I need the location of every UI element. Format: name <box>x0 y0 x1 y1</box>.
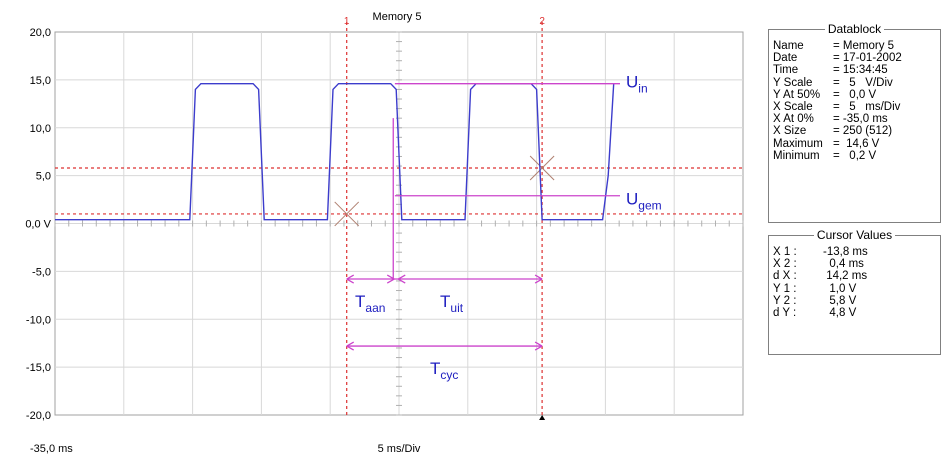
datablock-value: = 250 (512) <box>833 125 893 138</box>
y-tick-label: 15,0 <box>30 75 51 87</box>
x-scale-label: 5 ms/Div <box>378 443 421 455</box>
datablock-row: X Scale = 5 ms/Div <box>773 101 938 113</box>
datablock-row: Maximum = 14,6 V <box>773 138 938 150</box>
datablock-row: Y Scale = 5 V/Div <box>773 77 938 89</box>
datablock-value: = 15:34:45 <box>833 64 888 77</box>
t-uit-arrowhead <box>397 274 406 284</box>
cursor-marker <box>539 415 546 420</box>
datablock-key: Y At 50% <box>773 88 821 101</box>
cursor-label: 2 <box>539 16 545 27</box>
cursor-value-value: 0,4 ms <box>823 258 864 271</box>
datablock-value: = Memory 5 <box>833 40 895 52</box>
datablock-key: Time <box>773 64 799 77</box>
datablock-row: Y At 50% = 0,0 V <box>773 89 938 101</box>
datablock-key: X Size <box>773 125 807 138</box>
cursor-value-row: Y 1 : 1,0 V <box>773 283 938 295</box>
cursor-value-value: 5,8 V <box>823 294 857 307</box>
u-in-label: Uin <box>626 73 648 96</box>
annotations: Uin Ugem Taan Tuit Tcyc <box>346 73 662 382</box>
cursor-values-title: Cursor Values <box>813 228 896 242</box>
y-tick-label: -15,0 <box>26 362 51 374</box>
datablock-key: X Scale <box>773 100 813 113</box>
chart-title: Memory 5 <box>373 11 422 23</box>
cursor-value-row: d Y : 4,8 V <box>773 307 938 319</box>
cursor-label: 1 <box>344 16 350 27</box>
trace-line <box>55 82 615 221</box>
t-cyc-arrowhead <box>534 341 543 351</box>
u-gem-label: Ugem <box>626 190 662 213</box>
datablock-title: Datablock <box>824 22 885 36</box>
cursor-value-value: 1,0 V <box>823 282 857 295</box>
datablock-value: = 14,6 V <box>833 137 880 150</box>
cursor-value-row: X 2 : 0,4 ms <box>773 258 938 270</box>
datablock-value: = 5 ms/Div <box>833 100 901 113</box>
datablock-key: X At 0% <box>773 113 814 126</box>
datablock-key: Date <box>773 52 798 65</box>
y-tick-label: -10,0 <box>26 314 51 326</box>
t-uit-label: Tuit <box>440 292 464 315</box>
y-tick-label: 10,0 <box>30 123 51 135</box>
cursor-cross <box>529 155 555 181</box>
datablock-key: Y Scale <box>773 76 813 89</box>
datablock-row: Date = 17-01-2002 <box>773 52 938 64</box>
datablock-panel: Datablock Name = Memory 5 Date = 17-01-2002… <box>768 22 941 223</box>
y-tick-label: 5,0 <box>36 171 51 183</box>
datablock-row: Name = Memory 5 <box>773 40 938 52</box>
y-tick-label: -5,0 <box>32 266 51 278</box>
t-aan-arrowhead <box>346 274 355 284</box>
y-tick-label: 0,0 V <box>25 219 51 231</box>
t-uit-arrowhead <box>534 274 543 284</box>
cursor-value-value: 4,8 V <box>823 306 857 319</box>
cursor-value-row: X 1 : -13,8 ms <box>773 246 938 258</box>
axis-labels: 20,0 15,0 10,0 5,0 0,0 V -5,0 -10,0 -15,0 -20,0 -… <box>25 11 421 455</box>
x-start-label: -35,0 ms <box>30 443 73 455</box>
trace <box>55 82 615 221</box>
y-tick-label: -20,0 <box>26 410 51 422</box>
t-cyc-label: Tcyc <box>430 359 458 382</box>
cursor-values-panel: Cursor Values X 1 : -13,8 ms X 2 : 0,4 ms d… <box>768 228 941 355</box>
t-cyc-arrowhead <box>346 341 355 351</box>
cursor-value-value: -13,8 ms <box>823 246 868 258</box>
datablock-key: Maximum <box>773 137 823 150</box>
datablock-value: = -35,0 ms <box>833 113 888 126</box>
datablock-key: Name <box>773 40 804 52</box>
cursor-value-key: X 1 : <box>773 246 797 258</box>
datablock-row: Time = 15:34:45 <box>773 64 938 76</box>
cursor-value-key: X 2 : <box>773 258 797 271</box>
cursor-value-key: Y 2 : <box>773 294 797 307</box>
datablock-value: = 17-01-2002 <box>833 52 902 65</box>
datablock-key: Minimum <box>773 149 820 162</box>
datablock-row: Minimum = 0,2 V <box>773 150 938 162</box>
grid <box>54 31 744 416</box>
datablock-value: = 0,0 V <box>833 88 877 101</box>
datablock-value: = 5 V/Div <box>833 76 893 89</box>
datablock-row: X Size = 250 (512) <box>773 125 938 137</box>
cursor-cross <box>334 201 360 227</box>
y-tick-label: 20,0 <box>30 27 51 39</box>
t-aan-label: Taan <box>355 292 385 315</box>
cursor-value-key: d X : <box>773 270 797 283</box>
cursor-value-key: d Y : <box>773 306 797 319</box>
datablock-row: X At 0% = -35,0 ms <box>773 113 938 125</box>
cursor-value-value: 14,2 ms <box>823 270 868 283</box>
datablock-value: = 0,2 V <box>833 149 877 162</box>
cursor-value-key: Y 1 : <box>773 282 797 295</box>
cursor-value-row: d X : 14,2 ms <box>773 270 938 282</box>
cursor-value-row: Y 2 : 5,8 V <box>773 295 938 307</box>
